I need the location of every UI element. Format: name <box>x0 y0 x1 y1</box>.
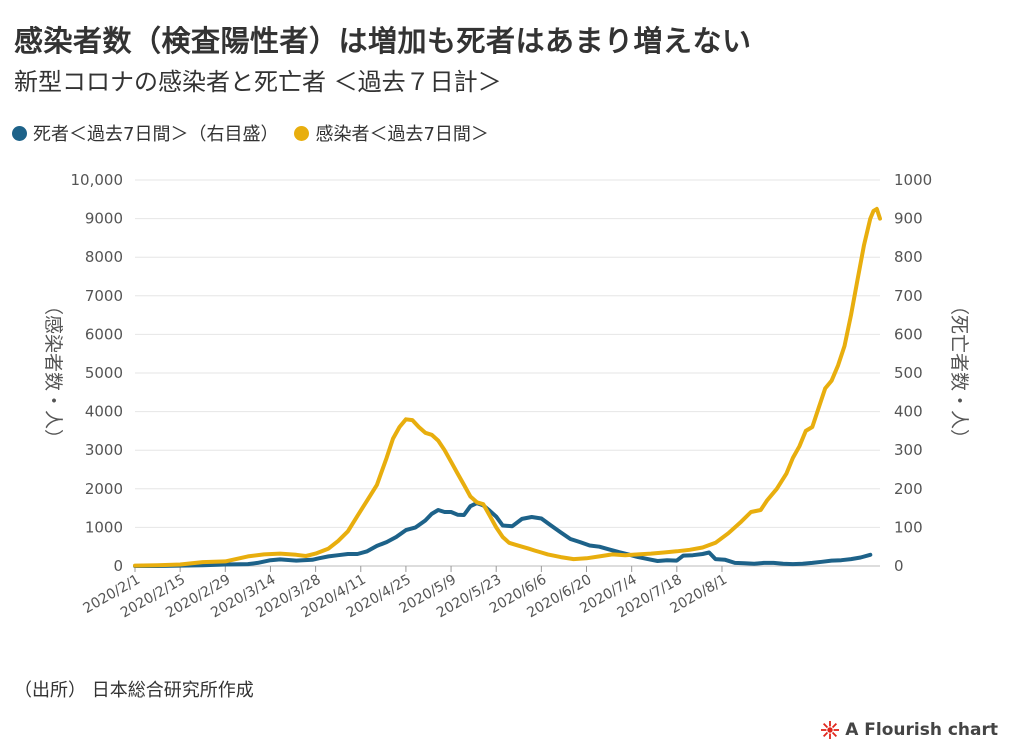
legend-item-deaths[interactable]: 死者＜過去7日間＞（右目盛） <box>12 120 278 146</box>
y-left-tick-label: 7000 <box>85 287 123 305</box>
legend-swatch-deaths <box>12 125 27 141</box>
series-line-infected <box>133 206 882 568</box>
flourish-logo-icon <box>821 721 840 739</box>
y-right-tick-label: 700 <box>894 287 923 305</box>
y-axis-left-label: （感染者数・人） <box>42 296 64 448</box>
legend: 死者＜過去7日間＞（右目盛） 感染者＜過去7日間＞ <box>12 120 505 146</box>
y-right-tick-label: 300 <box>894 441 923 459</box>
y-left-tick-label: 2000 <box>85 480 123 498</box>
y-right-tick-label: 1000 <box>894 171 932 189</box>
y-axis-right-label: （死亡者数・人） <box>948 296 970 448</box>
y-left-tick-label: 1000 <box>85 518 123 536</box>
y-left-tick-label: 8000 <box>85 248 123 266</box>
y-left-tick-label: 10,000 <box>71 171 124 189</box>
y-right-tick-label: 0 <box>894 557 904 575</box>
y-left-tick-label: 3000 <box>85 441 123 459</box>
y-right-tick-label: 400 <box>894 403 923 421</box>
flourish-credit-link[interactable]: A Flourish chart <box>821 720 998 740</box>
series-line-deaths <box>133 501 873 568</box>
y-right-tick-label: 600 <box>894 325 923 343</box>
gridlines <box>135 179 880 567</box>
legend-label-infected: 感染者＜過去7日間＞ <box>315 124 489 145</box>
y-right-tick-label: 900 <box>894 210 923 228</box>
y-right-tick-label: 200 <box>894 480 923 498</box>
chart-title: 感染者数（検査陽性者）は増加も死者はあまり増えない <box>14 24 752 58</box>
y-left-tick-label: 5000 <box>85 364 123 382</box>
y-left-tick-label: 6000 <box>85 325 123 343</box>
y-right-tick-label: 500 <box>894 364 923 382</box>
y-right-tick-label: 100 <box>894 518 923 536</box>
y-axis-left-ticks: 0 1000 2000 3000 4000 5000 6000 7000 8000 9000 10,… <box>71 171 124 575</box>
y-left-tick-label: 4000 <box>85 403 123 421</box>
y-left-tick-label: 9000 <box>85 210 123 228</box>
legend-label-deaths: 死者＜過去7日間＞（右目盛） <box>33 124 279 145</box>
x-axis-ticks: 2020/2/12020/2/152020/2/292020/3/142020/… <box>81 566 730 621</box>
y-right-tick-label: 800 <box>894 248 923 266</box>
source-note: （出所） 日本総合研究所作成 <box>14 680 254 701</box>
series-lines <box>133 206 882 568</box>
credit-label: A Flourish chart <box>845 720 998 740</box>
y-left-tick-label: 0 <box>113 557 123 575</box>
y-axis-right-ticks: 0 100 200 300 400 500 600 700 800 900 1000 <box>894 171 932 575</box>
chart-subtitle: 新型コロナの感染者と死亡者 ＜過去７日計＞ <box>14 68 502 96</box>
legend-swatch-infected <box>294 125 310 141</box>
line-chart: 010002000300040005000600070008000900010,… <box>42 171 970 621</box>
legend-item-infected[interactable]: 感染者＜過去7日間＞ <box>294 120 489 146</box>
